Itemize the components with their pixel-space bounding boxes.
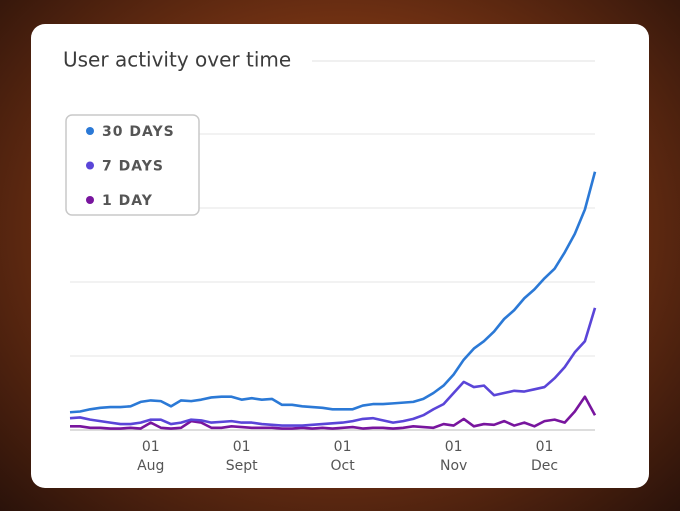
legend-marker: [86, 196, 94, 204]
legend-label: 30 DAYS: [102, 124, 175, 140]
x-tick-label: 01 Nov: [440, 439, 467, 474]
series-line: [70, 395, 597, 430]
x-tick-label: 01 Aug: [137, 439, 164, 474]
x-tick-label: 01 Dec: [531, 439, 558, 474]
card: [31, 24, 649, 488]
legend-marker: [86, 161, 94, 170]
legend-label: 7 DAYS: [102, 159, 164, 175]
legend-label: 1 DAY: [102, 193, 153, 209]
legend-marker: [86, 127, 94, 135]
legend: [65, 114, 200, 216]
x-tick-label: 01 Sept: [226, 439, 258, 474]
series-line: [69, 307, 597, 427]
chart-title: User activity over time: [63, 48, 291, 72]
series-line: [69, 171, 597, 414]
x-tick-label: 01 Oct: [330, 439, 355, 474]
